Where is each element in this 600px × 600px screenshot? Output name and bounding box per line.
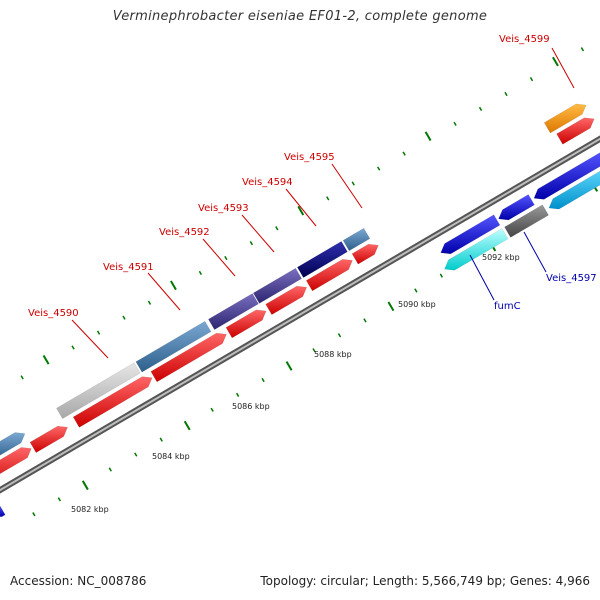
cds-red-7 [305,259,353,292]
tick-inner [285,361,293,371]
cds-red-4 [150,332,227,383]
kbp-label: 5090 kbp [398,300,436,309]
kbp-label: 5086 kbp [232,402,270,411]
tick-outer [424,131,432,141]
tick-outer [402,151,406,156]
gene-steelblue-1 [0,432,26,456]
tick-inner [183,420,191,431]
tick-inner [312,348,316,353]
tick-outer [71,345,75,350]
label-veis-4590: Veis_4590 [28,308,79,319]
cds-red-3 [72,376,153,428]
accession-text: Accession: NC_008786 [10,574,147,588]
tick-outer [326,196,330,201]
tick-marks: 5082 kbp 5084 kbp 5086 kbp 5088 kbp 5090 kbp… [20,47,599,517]
leader-veis-4595 [331,163,363,209]
tick-outer [580,47,585,52]
topology-text: Topology: circular; Length: 5,566,749 bp… [260,574,590,588]
tick-outer [96,330,101,335]
cds-red-2 [29,425,68,453]
tick-inner [387,301,395,312]
map-title: Verminephrobacter eiseniae EF01-2, compl… [112,9,488,24]
leader-veis-4599 [551,47,575,89]
tick-outer [478,106,483,112]
tick-outer [42,355,50,365]
tick-inner [414,288,418,293]
leader-veis-4593 [241,214,275,253]
gene-veis-4592 [208,293,259,330]
leader-fumc [469,254,495,301]
cds-red-6 [265,285,308,315]
gene-features [0,103,600,518]
tick-outer [504,91,508,97]
label-veis-4593: Veis_4593 [198,203,249,214]
gene-veis-4594 [296,241,348,278]
leader-veis-4592 [202,238,236,277]
tick-inner [134,452,138,457]
leader-veis-4590 [71,319,109,359]
tick-outer [147,300,152,305]
tick-inner [439,273,444,278]
tick-outer [377,166,381,171]
tick-outer [198,270,203,276]
label-veis-4595: Veis_4595 [284,152,335,163]
tick-outer [249,241,254,246]
label-fumc: fumC [494,301,521,312]
tick-inner [159,437,163,442]
gene-labels: Veis_4590 Veis_4591 Veis_4592 Veis_4593 … [28,34,597,359]
leader-veis-4591 [147,272,181,311]
gene-fumc [444,228,509,271]
label-veis-4597: Veis_4597 [546,273,597,284]
gene-veis-4593 [252,267,303,304]
tick-outer [297,205,305,216]
tick-outer [170,280,177,291]
tick-inner [81,480,89,491]
cds-red-1 [0,447,32,475]
tick-inner [261,377,265,383]
tick-inner [363,318,367,323]
tick-outer [453,121,457,126]
gene-darkgray [504,204,549,238]
tick-inner [57,497,62,502]
tick-inner [210,407,214,412]
kbp-label: 5088 kbp [314,350,352,359]
cds-red-5 [225,309,267,339]
label-veis-4591: Veis_4591 [103,262,154,273]
gene-gray [56,362,141,419]
tick-inner [337,333,342,338]
tick-outer [20,375,24,380]
cds-red-8 [351,243,379,265]
tick-inner [108,467,112,472]
kbp-label: 5092 kbp [482,253,520,262]
tick-outer [552,56,559,67]
gene-blue-2 [498,194,535,221]
cds-red-veis-4599 [556,117,595,145]
tick-outer [224,255,228,261]
tick-inner [235,392,240,398]
tick-outer [529,76,534,82]
leader-veis-4597 [523,231,547,273]
gene-veis-4599-top [543,103,587,134]
tick-outer [122,315,126,320]
gene-blue-3 [533,152,600,200]
tick-inner [32,512,36,517]
backbone [0,135,600,494]
tick-outer [275,226,279,231]
gene-blue-1 [440,214,501,255]
label-veis-4599: Veis_4599 [499,34,550,45]
tick-outer [351,181,355,186]
leader-veis-4594 [285,188,317,227]
label-veis-4594: Veis_4594 [242,177,293,188]
kbp-label: 5084 kbp [152,452,190,461]
label-veis-4592: Veis_4592 [159,227,210,238]
gene-veis-4595 [342,227,371,252]
kbp-label: 5082 kbp [71,505,109,514]
gene-blue-edge [0,505,6,518]
gene-veis-4591 [135,320,212,373]
gene-veis-4597 [548,170,600,210]
